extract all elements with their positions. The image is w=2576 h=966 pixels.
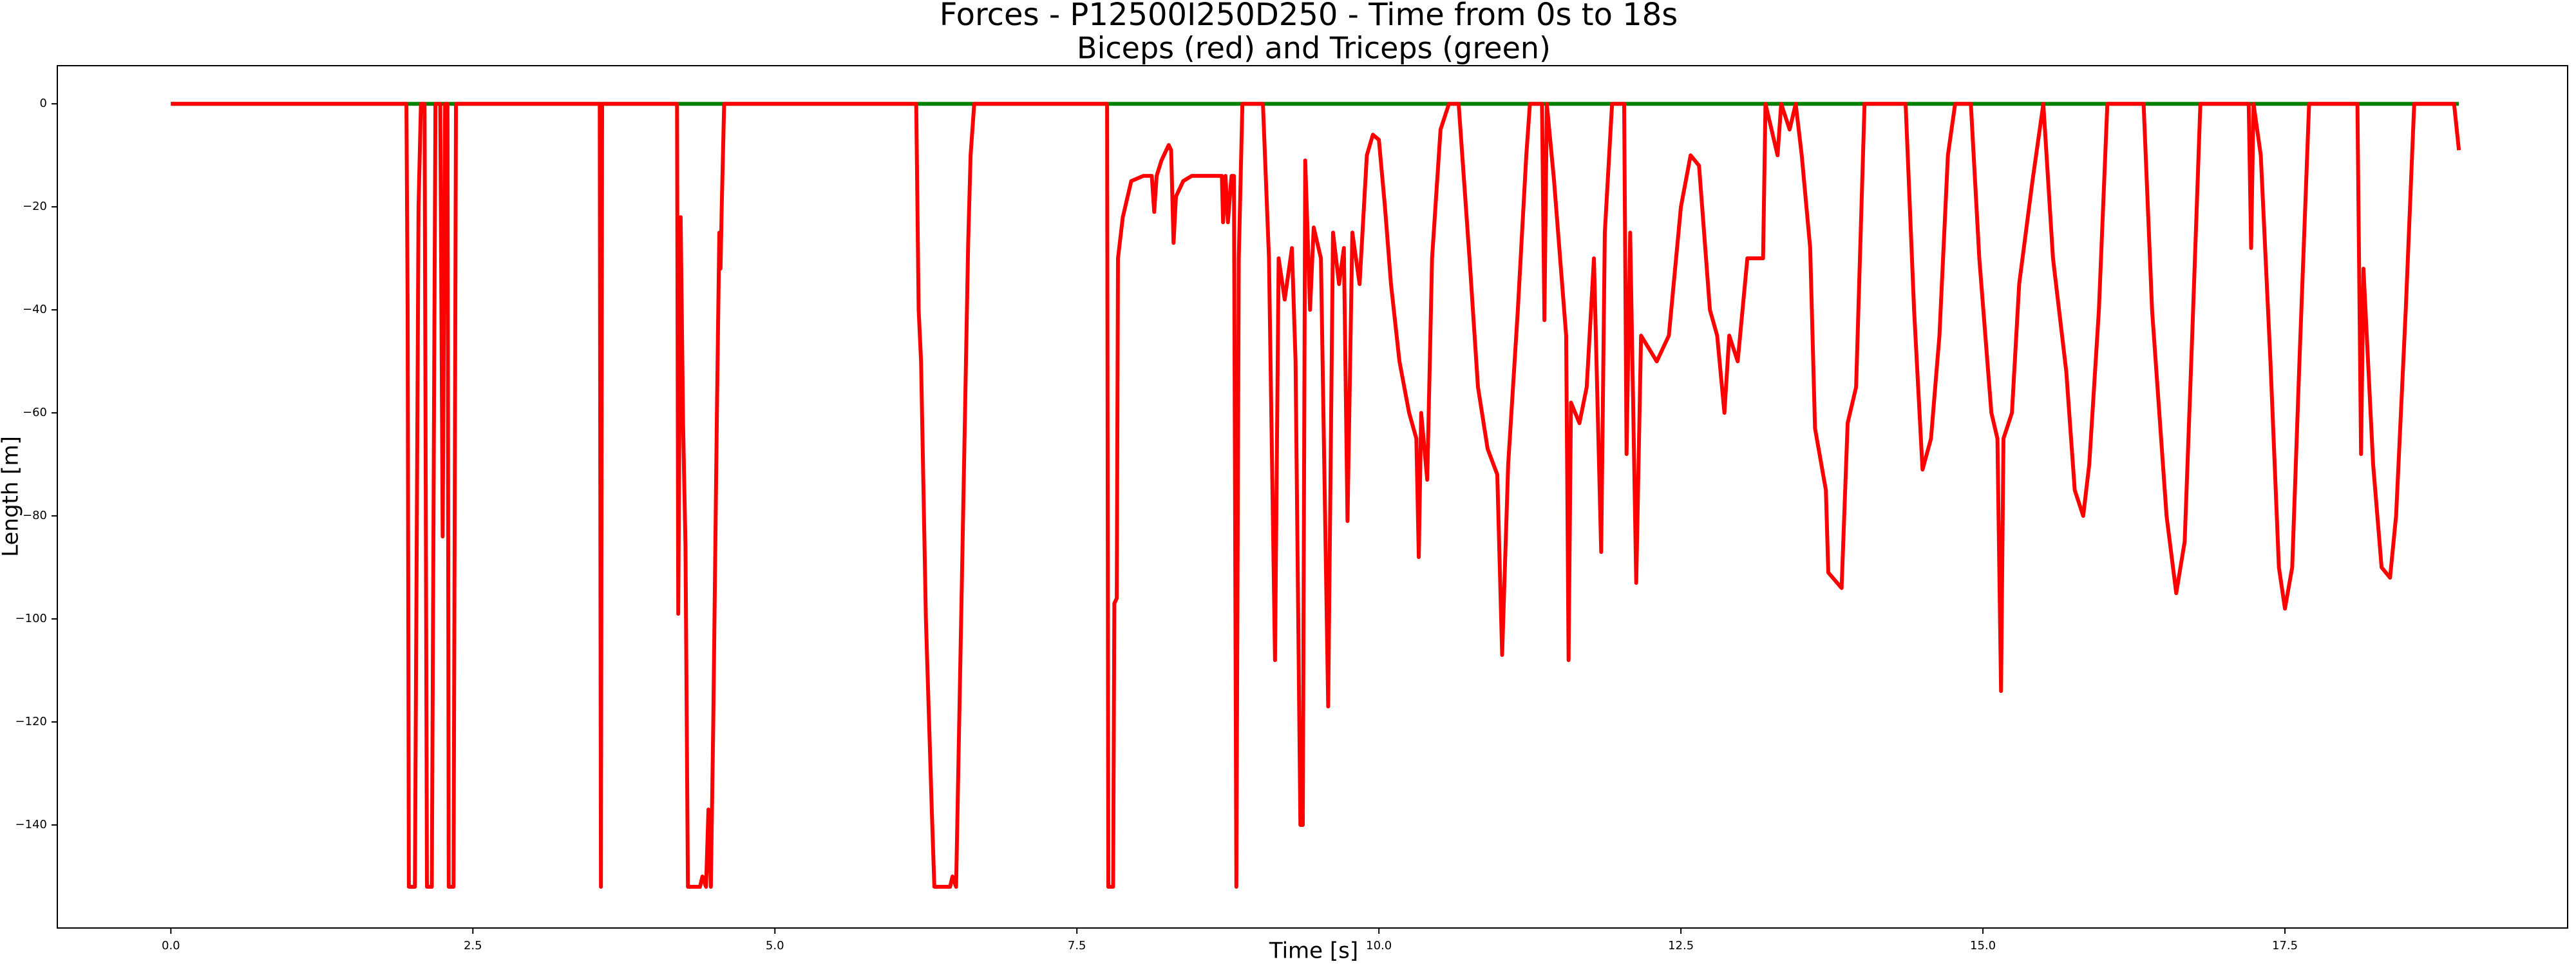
- x-tick-label: 10.0: [1366, 939, 1392, 952]
- y-tick-label: −100: [15, 612, 47, 625]
- x-tick-label: 17.5: [2272, 939, 2298, 952]
- y-tick-label: −20: [23, 200, 47, 213]
- x-tick-label: 7.5: [1068, 939, 1086, 952]
- y-tick-label: −40: [23, 303, 47, 316]
- chart-title: Forces - P12500I250D250 - Time from 0s t…: [940, 0, 1678, 33]
- chart-subtitle: Biceps (red) and Triceps (green): [1077, 31, 1551, 66]
- x-tick-label: 5.0: [766, 939, 784, 952]
- y-tick-label: −80: [23, 509, 47, 522]
- plot-frame: [57, 65, 2568, 929]
- y-tick-label: −140: [15, 818, 47, 831]
- x-tick-label: 15.0: [1970, 939, 1996, 952]
- y-tick-label: 0: [40, 97, 47, 110]
- x-tick-label: 0.0: [162, 939, 180, 952]
- y-axis-label: Length [m]: [0, 436, 24, 557]
- y-tick-label: −60: [23, 406, 47, 419]
- y-tick-label: −120: [15, 715, 47, 728]
- series-line: [171, 102, 2461, 889]
- x-tick-label: 12.5: [1668, 939, 1694, 952]
- x-tick-label: 2.5: [464, 939, 482, 952]
- x-axis-label: Time [s]: [1269, 938, 1358, 964]
